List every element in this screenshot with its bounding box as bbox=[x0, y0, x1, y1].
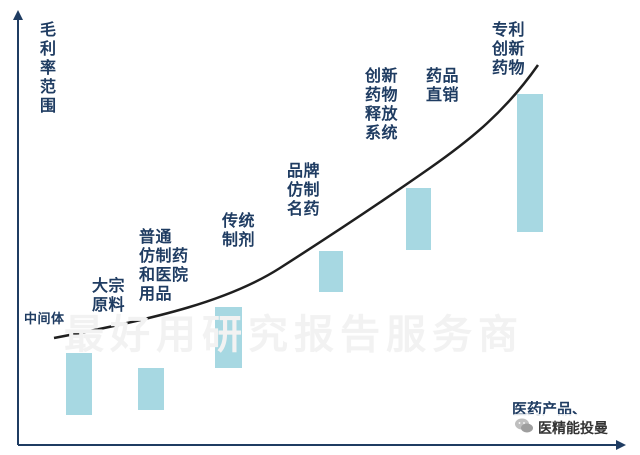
x-axis-label: 医药产品、 bbox=[512, 400, 588, 418]
category-label-6: 创新 药物 释放 系统 bbox=[365, 66, 399, 142]
source-badge: 医精能投曼 bbox=[512, 414, 614, 442]
category-label-1: 中间体 bbox=[24, 312, 65, 327]
wechat-icon bbox=[514, 417, 534, 439]
category-label-2: 大宗 原料 bbox=[92, 276, 126, 314]
margin-trend-curve bbox=[53, 64, 540, 340]
margin-bar-1 bbox=[66, 353, 92, 415]
margin-bar-4 bbox=[319, 251, 343, 292]
category-label-8: 专利 创新 药物 bbox=[492, 20, 526, 77]
badge-text: 医精能投曼 bbox=[538, 421, 608, 437]
margin-bar-3 bbox=[215, 307, 242, 368]
watermark-text: 最好用研究报告服务商 bbox=[64, 312, 524, 358]
category-label-4: 传统 制剂 bbox=[222, 211, 256, 249]
margin-bar-2 bbox=[138, 368, 164, 410]
category-label-3: 普通 仿制药 和医院 用品 bbox=[139, 227, 189, 303]
margin-bar-6 bbox=[517, 94, 543, 232]
category-label-7: 药品 直销 bbox=[426, 66, 460, 104]
margin-bar-5 bbox=[406, 188, 431, 250]
category-label-5: 品牌 仿制 名药 bbox=[287, 161, 321, 218]
y-axis-label: 毛利率范围 bbox=[40, 20, 57, 115]
